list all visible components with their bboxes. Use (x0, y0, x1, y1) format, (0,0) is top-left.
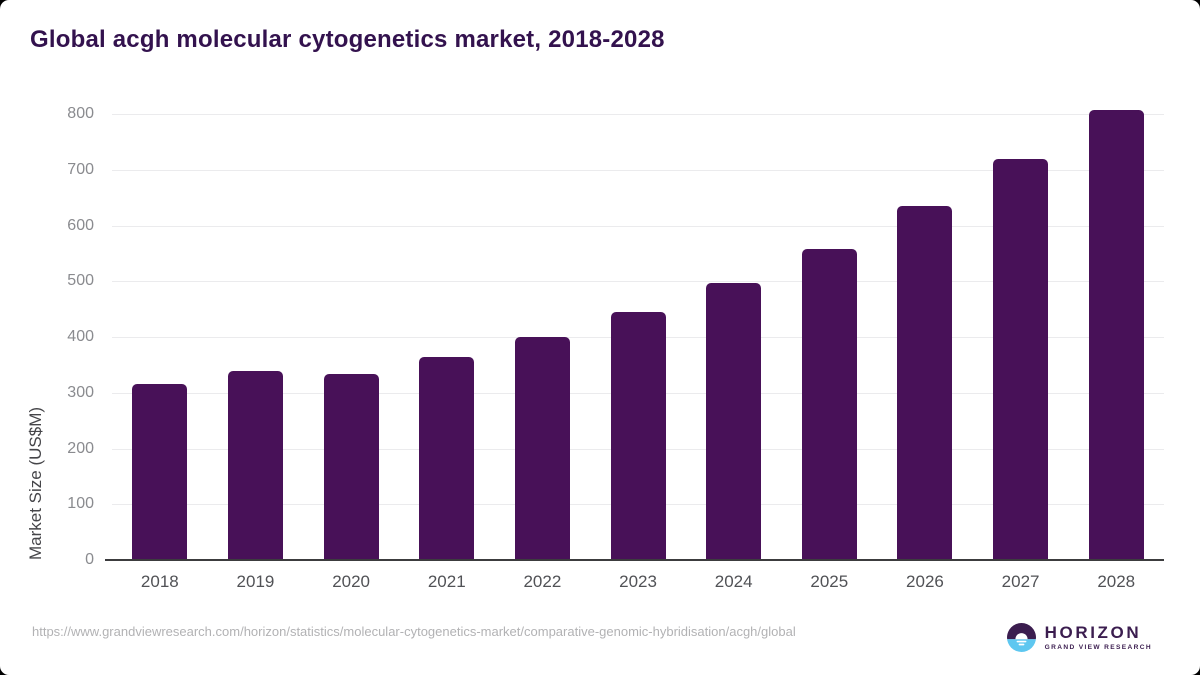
y-tick-label-600: 600 (67, 216, 94, 234)
source-url: https://www.grandviewresearch.com/horizo… (32, 624, 796, 639)
y-tick-label-100: 100 (67, 495, 94, 513)
bar-slot-2018 (112, 103, 208, 560)
y-tick-label-400: 400 (67, 328, 94, 346)
bar-2027 (993, 158, 1049, 560)
bar-2028 (1088, 109, 1144, 560)
x-tick-label-2023: 2023 (619, 572, 657, 591)
x-tick-label-2018: 2018 (140, 572, 179, 591)
bar-slot-2021 (399, 103, 495, 560)
page-title: Global acgh molecular cytogenetics marke… (30, 26, 665, 53)
horizon-logo-icon (1006, 623, 1036, 652)
y-axis-tick-labels: 0 100 200 300 400 500 600 700 800 (0, 103, 94, 568)
x-tick-label-2028: 2028 (1097, 572, 1136, 591)
bar-slot-2023 (590, 103, 686, 560)
bars-row (112, 103, 1164, 560)
gridline-800 (112, 114, 1164, 116)
logo-text: HORIZON GRAND VIEW RESEARCH (1045, 624, 1152, 651)
bar-2023 (610, 312, 666, 560)
x-tick-label-2020: 2020 (332, 572, 371, 591)
bar-slot-2020 (303, 103, 399, 560)
bar-2024 (706, 283, 762, 560)
bar-2018 (132, 384, 188, 560)
bar-2022 (514, 336, 570, 560)
bar-slot-2025 (781, 103, 877, 560)
bar-2020 (323, 374, 379, 560)
x-tick-label-2025: 2025 (810, 572, 849, 591)
gridline-500 (112, 281, 1164, 283)
x-tick-label-2019: 2019 (236, 572, 275, 591)
x-tick-label-2024: 2024 (714, 572, 753, 591)
y-tick-label-800: 800 (67, 105, 94, 123)
x-tick-label-2026: 2026 (906, 572, 944, 591)
y-tick-label-700: 700 (67, 160, 94, 178)
y-tick-label-500: 500 (67, 272, 94, 290)
x-tick-label-2021: 2021 (427, 572, 466, 591)
horizon-logo: HORIZON GRAND VIEW RESEARCH (1006, 623, 1152, 652)
bar-slot-2019 (208, 103, 304, 560)
bar-2026 (897, 205, 953, 560)
bar-2019 (227, 370, 283, 560)
bar-slot-2028 (1068, 103, 1164, 560)
y-tick-label-0: 0 (85, 551, 94, 568)
logo-wordmark: HORIZON (1044, 623, 1142, 642)
plot-area (105, 103, 1164, 561)
gridline-600 (112, 225, 1164, 227)
gridline-700 (112, 169, 1164, 171)
bar-slot-2026 (877, 103, 973, 560)
y-tick-label-200: 200 (67, 439, 94, 457)
x-axis-line (105, 559, 1164, 561)
x-tick-label-2022: 2022 (523, 572, 562, 591)
bar-slot-2022 (495, 103, 591, 560)
logo-subtitle: GRAND VIEW RESEARCH (1044, 644, 1152, 651)
y-tick-label-300: 300 (67, 383, 94, 401)
bar-2025 (801, 249, 857, 560)
bar-slot-2024 (686, 103, 782, 560)
x-axis-tick-labels: 2018 2019 2020 2021 2022 2023 2024 2025 2026 2027… (112, 572, 1164, 592)
bar-slot-2027 (973, 103, 1069, 560)
x-tick-label-2027: 2027 (1001, 572, 1040, 591)
bar-2021 (419, 357, 475, 560)
